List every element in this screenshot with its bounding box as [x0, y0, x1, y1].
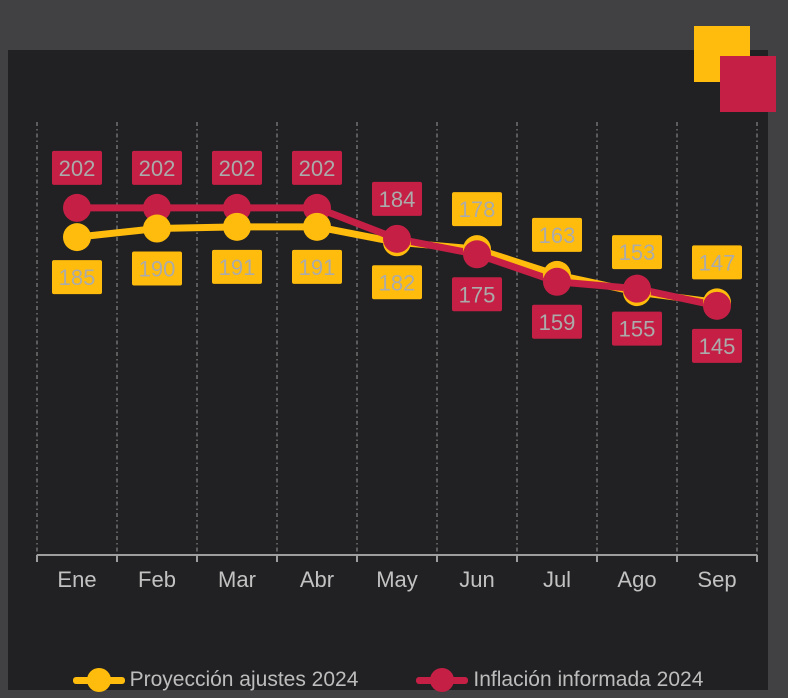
- data-label-value: 145: [699, 334, 736, 359]
- data-point-dot[interactable]: [303, 212, 331, 241]
- data-label-box: [212, 150, 262, 185]
- data-label-box: [132, 150, 182, 185]
- data-point-dot[interactable]: [383, 224, 411, 253]
- chart-legend: Proyección ajustes 2024 Inflación inform…: [8, 668, 768, 692]
- data-label-box: [52, 150, 102, 185]
- data-label-value: 202: [219, 156, 256, 181]
- data-point-dot[interactable]: [623, 274, 651, 303]
- data-label-value: 184: [379, 187, 416, 212]
- data-label-box: [532, 304, 582, 339]
- decor-square-red-icon: [720, 56, 776, 112]
- data-label-value: 202: [299, 156, 336, 181]
- legend-label-inflacion: Inflación informada 2024: [473, 668, 704, 691]
- data-label-box: [132, 251, 182, 286]
- legend-line-dot-icon: [416, 668, 469, 692]
- x-axis-label: Jul: [543, 567, 571, 592]
- data-label-box: [372, 265, 422, 300]
- data-label-box: [292, 249, 342, 284]
- data-label-box: [692, 328, 742, 363]
- data-point-dot[interactable]: [463, 240, 491, 269]
- data-point-dot[interactable]: [143, 214, 171, 243]
- data-label-value: 185: [59, 265, 96, 290]
- data-label-box: [212, 249, 262, 284]
- data-label-box: [372, 181, 422, 216]
- data-label-value: 191: [219, 255, 256, 280]
- x-axis-label: Jun: [459, 567, 494, 592]
- data-label-value: 178: [459, 197, 496, 222]
- data-label-box: [692, 245, 742, 280]
- data-point-dot[interactable]: [143, 193, 171, 222]
- data-label-box: [292, 150, 342, 185]
- x-axis-label: Ene: [57, 567, 96, 592]
- data-label-value: 191: [299, 255, 336, 280]
- data-label-box: [52, 260, 102, 295]
- x-axis-label: Abr: [300, 567, 334, 592]
- data-label-value: 163: [539, 223, 576, 248]
- legend-line-dot-icon: [72, 668, 125, 692]
- data-label-box: [452, 192, 502, 227]
- data-label-box: [612, 235, 662, 270]
- data-label-value: 153: [619, 240, 656, 265]
- legend-dot-icon: [86, 668, 111, 692]
- data-label-box: [532, 217, 582, 252]
- x-axis-label: Mar: [218, 567, 256, 592]
- data-point-dot[interactable]: [63, 193, 91, 222]
- data-point-dot[interactable]: [543, 267, 571, 296]
- line-chart-plot: Ene Feb Mar Abr May Jun Jul Ago Sep 185 190 191 191 1…: [36, 122, 758, 592]
- data-point-dot[interactable]: [223, 212, 251, 241]
- data-label-value: 182: [379, 270, 416, 295]
- data-point-dot[interactable]: [63, 223, 91, 252]
- data-label-box: [612, 311, 662, 346]
- data-label-value: 202: [59, 156, 96, 181]
- chart-panel: Ene Feb Mar Abr May Jun Jul Ago Sep 185 190 191 191 1…: [8, 50, 768, 692]
- data-point-dot[interactable]: [703, 291, 731, 320]
- x-axis-label: Feb: [138, 567, 176, 592]
- data-label-value: 147: [699, 250, 736, 275]
- x-axis-label: Ago: [617, 567, 656, 592]
- data-label-value: 159: [539, 310, 576, 335]
- x-axis-label: Sep: [697, 567, 736, 592]
- data-label-value: 190: [139, 257, 176, 282]
- data-label-value: 202: [139, 156, 176, 181]
- legend-item-proyeccion[interactable]: Proyección ajustes 2024: [72, 668, 359, 692]
- data-label-value: 155: [619, 317, 656, 342]
- legend-label-proyeccion: Proyección ajustes 2024: [129, 668, 359, 691]
- data-label-value: 175: [459, 282, 496, 307]
- legend-item-inflacion[interactable]: Inflación informada 2024: [416, 668, 703, 692]
- legend-dot-icon: [430, 668, 455, 692]
- x-axis-label: May: [376, 567, 418, 592]
- data-label-box: [452, 277, 502, 312]
